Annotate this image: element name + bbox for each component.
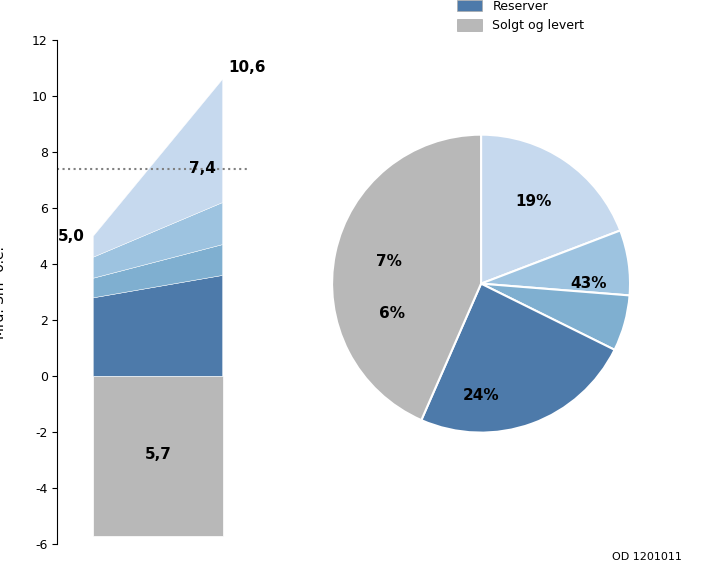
Y-axis label: Mrd. Sm³ o.e.: Mrd. Sm³ o.e. xyxy=(0,246,7,339)
Text: 7%: 7% xyxy=(376,254,401,269)
Text: 5,0: 5,0 xyxy=(58,229,85,244)
Text: 5,7: 5,7 xyxy=(144,447,172,462)
Polygon shape xyxy=(93,245,223,298)
Wedge shape xyxy=(481,230,630,296)
Text: 43%: 43% xyxy=(570,276,607,291)
Polygon shape xyxy=(93,79,223,257)
Text: 7,4: 7,4 xyxy=(189,162,215,176)
Text: 19%: 19% xyxy=(515,194,551,209)
Text: OD 1201011: OD 1201011 xyxy=(612,552,682,562)
Wedge shape xyxy=(421,284,615,433)
Text: 10,6: 10,6 xyxy=(228,60,266,75)
Legend: Uoppdagede ressurser, Betingede ressurser  i funn, Betingede ressurser i felt, R: Uoppdagede ressurser, Betingede ressurse… xyxy=(451,0,668,38)
Polygon shape xyxy=(93,376,223,536)
Text: 6%: 6% xyxy=(378,306,405,321)
Wedge shape xyxy=(481,135,620,284)
Text: 24%: 24% xyxy=(462,388,500,403)
Polygon shape xyxy=(93,276,223,376)
Wedge shape xyxy=(481,284,630,350)
Wedge shape xyxy=(332,135,481,420)
Polygon shape xyxy=(93,203,223,278)
